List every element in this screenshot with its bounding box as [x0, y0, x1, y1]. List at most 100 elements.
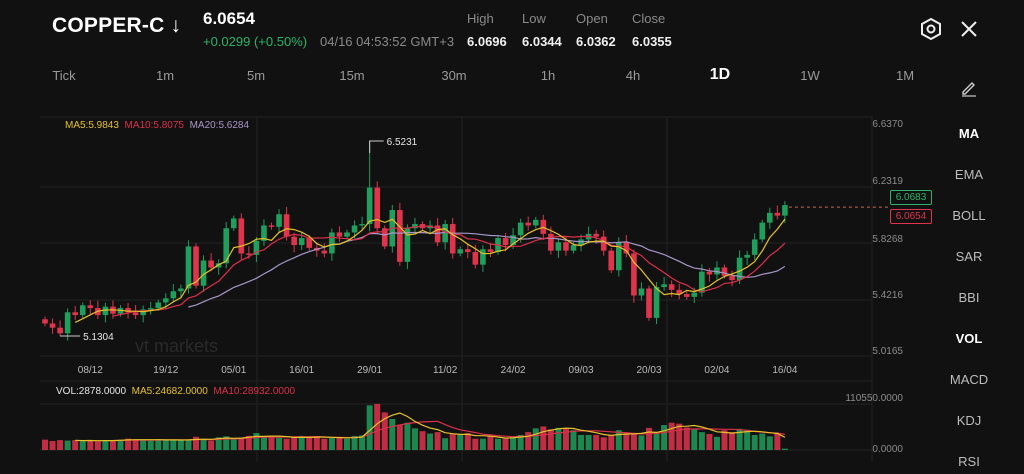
volume-bar	[389, 418, 396, 450]
candle-up	[64, 312, 71, 334]
close-icon[interactable]	[960, 20, 978, 38]
candle-down	[291, 236, 297, 246]
volume-bar	[540, 426, 547, 450]
candle-down	[487, 249, 494, 253]
volume-bar	[193, 436, 199, 450]
ma5-line	[74, 218, 786, 323]
candle-down	[397, 210, 403, 262]
indicator-rsi[interactable]: RSI	[958, 454, 980, 469]
candle-down	[283, 214, 290, 237]
vol-ma5-line	[75, 412, 786, 442]
extreme-markers: 6.5231 5.1304	[60, 137, 418, 343]
volume-bar	[404, 422, 411, 450]
volume-ma-lines	[75, 412, 786, 442]
candle-down	[683, 294, 690, 297]
volume-bar	[464, 433, 471, 450]
volume-bar	[155, 439, 162, 450]
candle-down	[608, 250, 615, 271]
volume-bar	[381, 412, 388, 450]
candle-down	[336, 232, 343, 237]
x-axis-label: 16/01	[289, 365, 314, 376]
indicator-vol[interactable]: VOL	[955, 331, 983, 346]
high-value: 6.0696	[467, 34, 507, 49]
volume-bar	[713, 436, 720, 450]
candle-down	[238, 218, 245, 254]
last-price-tag: 6.0654	[890, 209, 932, 224]
grid-lines	[40, 116, 873, 462]
timeframe-1mo[interactable]: 1M	[895, 68, 915, 83]
indicator-bbi[interactable]: BBI	[958, 290, 980, 305]
candle-up	[200, 260, 207, 286]
candle-down	[623, 242, 630, 254]
candle-up	[442, 224, 448, 243]
x-axis-label: 29/01	[357, 365, 382, 376]
symbol-title[interactable]: COPPER-C ↓	[52, 14, 182, 37]
volume-bar	[759, 433, 766, 450]
timeframe-tick[interactable]: Tick	[52, 68, 76, 83]
candle-up	[555, 242, 562, 251]
ma-lines	[74, 218, 786, 323]
candle-up	[351, 225, 358, 233]
candle-down	[706, 271, 713, 275]
indicator-macd[interactable]: MACD	[949, 372, 989, 387]
candle-up	[329, 232, 335, 254]
price-axis-label: 5.8268	[872, 234, 903, 245]
timeframe-1h[interactable]: 1h	[540, 68, 556, 83]
timeframe-15m[interactable]: 15m	[339, 68, 365, 83]
candle-up	[344, 232, 350, 237]
volume-bar	[321, 438, 328, 450]
candle-up	[366, 187, 373, 225]
candle-down	[208, 260, 214, 268]
settings-hexagon-icon[interactable]	[919, 17, 943, 41]
bid-price-tag: 6.0683	[890, 190, 932, 205]
timeframe-1d[interactable]: 1D	[709, 66, 731, 83]
timeframe-4h[interactable]: 4h	[625, 68, 641, 83]
volume-bar	[245, 435, 252, 450]
candle-down	[525, 222, 531, 226]
volume-bar	[781, 448, 788, 450]
volume-bar	[42, 439, 48, 450]
volume-bars	[42, 403, 788, 450]
x-axis-label: 16/04	[772, 365, 797, 376]
volume-bar	[276, 437, 283, 450]
volume-bar	[646, 427, 652, 450]
volume-bar	[578, 434, 585, 450]
indicator-kdj[interactable]: KDJ	[956, 413, 982, 428]
volume-bar	[298, 435, 305, 450]
candle-up	[517, 222, 524, 236]
timeframe-1m[interactable]: 1m	[155, 68, 175, 83]
price-change: +0.0299 (+0.50%)	[203, 34, 308, 49]
candle-up	[782, 205, 788, 216]
candle-up	[714, 267, 720, 275]
volume-bar	[366, 405, 373, 450]
volume-bar	[691, 428, 698, 450]
price-axis-label: 5.0165	[872, 346, 903, 357]
candle-down	[593, 233, 599, 237]
candle-up	[457, 249, 464, 254]
volume-bar	[502, 438, 509, 450]
pencil-icon[interactable]	[960, 79, 978, 97]
candle-up	[147, 308, 154, 310]
indicator-ema[interactable]: EMA	[954, 167, 984, 182]
timeframe-1w[interactable]: 1W	[800, 68, 820, 83]
indicator-sar[interactable]: SAR	[955, 249, 983, 264]
indicator-ma[interactable]: MA	[958, 126, 980, 141]
volume-bar	[336, 437, 343, 450]
volume-bar	[87, 440, 94, 450]
candle-down	[125, 308, 131, 313]
open-value: 6.0362	[576, 34, 616, 49]
volume-bar	[547, 429, 554, 450]
timestamp: 04/16 04:53:52 GMT+3	[320, 34, 455, 49]
candle-up	[699, 271, 705, 293]
timeframe-30m[interactable]: 30m	[441, 68, 467, 83]
timeframe-5m[interactable]: 5m	[246, 68, 266, 83]
x-axis-label: 19/12	[153, 365, 178, 376]
candle-up	[638, 288, 645, 296]
close-value: 6.0355	[632, 34, 672, 49]
x-axis-label: 02/04	[704, 365, 729, 376]
ma-legend: MA5:5.9843 MA10:5.8075 MA20:5.6284	[65, 120, 249, 131]
volume-bar	[532, 428, 539, 450]
candle-down	[381, 228, 388, 247]
indicator-boll[interactable]: BOLL	[952, 208, 986, 223]
